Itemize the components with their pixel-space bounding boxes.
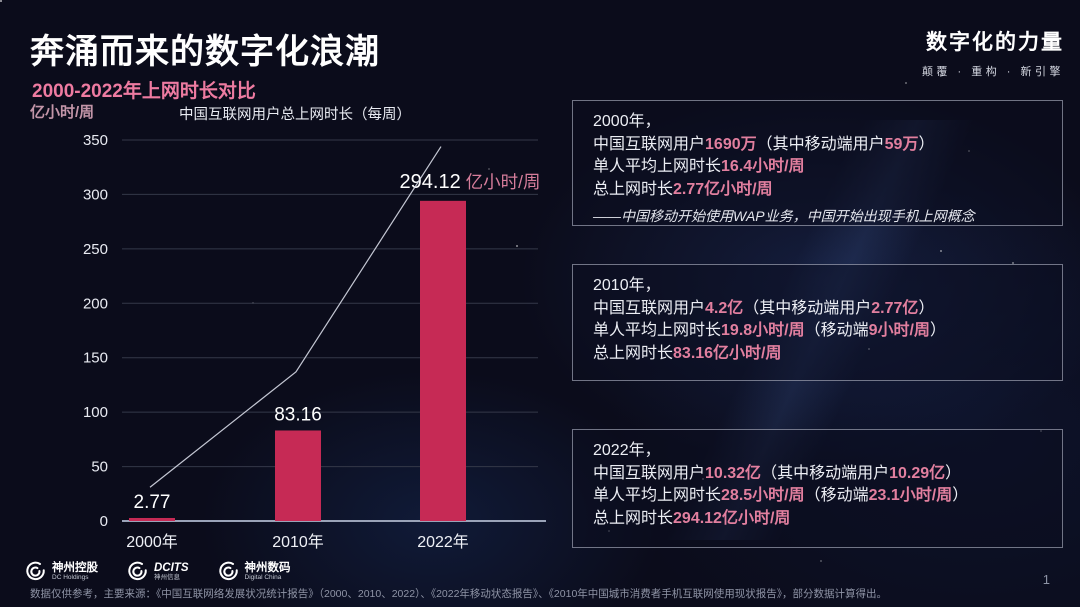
logo-name: 神州数码	[244, 561, 291, 574]
y-tick-label: 250	[83, 241, 108, 258]
info-panel-2010: 2010年， 中国互联网用户4.2亿（其中移动端用户2.77亿） 单人平均上网时长1…	[572, 264, 1063, 381]
brand-name: 数字化的力量	[926, 31, 1064, 54]
logo-神州控股: 神州控股 DC Holdings	[24, 560, 98, 583]
logo-subtitle: Digital China	[244, 573, 282, 581]
bar-chart: 亿小时/周 中国互联网用户总上网时长（每周） 0 50 100 150 200 250 300 3…	[0, 95, 560, 575]
bar-chart-svg: 亿小时/周 中国互联网用户总上网时长（每周） 0 50 100 150 200 250 300 3…	[30, 103, 546, 551]
panel-text: ）	[918, 299, 935, 317]
highlight-value: 10.32亿	[705, 464, 762, 482]
info-panel-2000: 2000年， 中国互联网用户1690万（其中移动端用户59万） 单人平均上网时长16…	[572, 100, 1063, 226]
panel-text: 总上网时长	[593, 509, 674, 527]
highlight-value: 59万	[884, 135, 919, 153]
highlight-value: 10.29亿	[889, 464, 946, 482]
panel-line: 单人平均上网时长16.4小时/周	[593, 156, 1042, 179]
x-tick-label: 2022年	[417, 533, 469, 551]
panel-text: （其中移动端用户	[761, 464, 890, 482]
brand-tagline: 颠覆 · 重构 · 新引擎	[921, 66, 1064, 78]
panel-line: 2000年，	[593, 111, 1042, 134]
bar-2000年	[129, 517, 175, 521]
info-panel-2022: 2022年， 中国互联网用户10.32亿（其中移动端用户10.29亿） 单人平均上网…	[572, 429, 1063, 548]
panel-text: 总上网时长	[593, 344, 674, 362]
panel-text: 单人平均上网时长	[593, 158, 722, 175]
highlight-value: 28.5小时/周	[721, 487, 805, 504]
panel-text: （其中移动端用户	[756, 135, 885, 153]
panel-text: 2000年，	[593, 113, 661, 130]
panel-text: ）	[929, 322, 946, 339]
bar-2022年	[420, 200, 466, 521]
bar-value-label: 294.12 亿小时/周	[400, 171, 541, 193]
panel-text: 2010年，	[593, 277, 661, 294]
panel-text: 2022年，	[593, 442, 661, 459]
y-tick-label: 50	[91, 459, 108, 476]
logo-text: DCITS 神州信息	[154, 562, 189, 582]
page-number: 1	[1042, 572, 1050, 587]
y-tick-label: 150	[83, 350, 108, 367]
panel-text: 中国互联网用户	[593, 135, 706, 153]
logo-text: 神州数码 Digital China	[245, 562, 291, 582]
logo-name: 神州控股	[52, 561, 98, 574]
galaxy-swirl-icon	[26, 561, 45, 581]
panel-text: 总上网时长	[593, 180, 674, 198]
panel-line: 2010年，	[593, 275, 1042, 298]
highlight-value: 294.12亿小时/周	[673, 509, 791, 527]
highlight-value: 83.16亿小时/周	[673, 344, 782, 362]
stars-decoration	[0, 0, 2, 2]
panel-line: 总上网时长2.77亿小时/周	[593, 179, 1042, 202]
footer-logos: 神州控股 DC Holdings DCITS 神州信息 神州数码 Digital Chin…	[24, 560, 291, 583]
galaxy-swirl-icon	[218, 561, 238, 581]
logo-name: DCITS	[154, 561, 189, 574]
bar-value-label: 2.77	[134, 492, 171, 513]
chart-title: 中国互联网用户总上网时长（每周）	[179, 106, 411, 123]
panel-text: 中国互联网用户	[593, 464, 706, 482]
bar-value-label: 83.16	[274, 404, 322, 425]
panel-line: 单人平均上网时长19.8小时/周（移动端9小时/周）	[593, 320, 1042, 343]
highlight-value: 16.4小时/周	[721, 158, 805, 175]
panel-line: 中国互联网用户1690万（其中移动端用户59万）	[593, 134, 1042, 157]
panel-line: 2022年，	[593, 440, 1042, 463]
trend-line	[149, 146, 442, 488]
y-tick-label: 300	[83, 186, 108, 203]
highlight-value: 2.77亿	[871, 299, 919, 317]
panel-line: 总上网时长83.16亿小时/周	[593, 343, 1042, 366]
panel-text: ）	[918, 135, 935, 153]
panel-text: （移动端	[804, 322, 869, 339]
brand-block: 数字化的力量 颠覆 · 重构 · 新引擎	[922, 26, 1064, 79]
panel-line: 中国互联网用户10.32亿（其中移动端用户10.29亿）	[593, 463, 1042, 486]
y-tick-label: 350	[83, 132, 108, 149]
y-tick-label: 100	[83, 404, 108, 421]
panel-text: 中国互联网用户	[593, 299, 706, 317]
panel-footnote: ——中国移动开始使用WAP业务，中国开始出现手机上网概念	[593, 208, 975, 224]
highlight-value: 19.8小时/周	[721, 322, 805, 339]
panel-line: 总上网时长294.12亿小时/周	[593, 508, 1042, 531]
logo-神州数码: 神州数码 Digital China	[217, 560, 291, 583]
logo-subtitle: 神州信息	[154, 573, 180, 581]
panel-text: 单人平均上网时长	[593, 322, 722, 339]
page-subtitle: 2000-2022年上网时长对比	[32, 81, 256, 102]
x-tick-label: 2010年	[272, 533, 324, 551]
panel-text: （移动端	[804, 487, 869, 504]
page-title: 奔涌而来的数字化浪潮	[30, 33, 380, 71]
panel-line: 单人平均上网时长28.5小时/周（移动端23.1小时/周）	[593, 485, 1042, 508]
y-tick-label: 200	[83, 295, 108, 312]
y-tick-label: 0	[100, 513, 108, 530]
panel-text: ）	[952, 487, 969, 504]
panel-text: 单人平均上网时长	[593, 487, 722, 504]
panel-text: （其中移动端用户	[743, 299, 872, 317]
highlight-value: 9小时/周	[868, 322, 930, 339]
y-axis-unit-label: 亿小时/周	[30, 103, 94, 121]
data-source-note: 数据仅供参考，主要来源：《中国互联网络发展状况统计报告》（2000、2010、2…	[30, 588, 888, 600]
highlight-value: 23.1小时/周	[868, 487, 953, 504]
panel-text: ）	[945, 464, 962, 482]
logo-subtitle: DC Holdings	[52, 573, 89, 581]
panel-line: 中国互联网用户4.2亿（其中移动端用户2.77亿）	[593, 298, 1042, 321]
highlight-value: 2.77亿小时/周	[673, 180, 773, 198]
logo-text: 神州控股 DC Holdings	[52, 562, 98, 582]
highlight-value: 4.2亿	[705, 299, 744, 317]
galaxy-swirl-icon	[128, 561, 147, 581]
x-tick-label: 2000年	[126, 533, 178, 551]
highlight-value: 1690万	[705, 135, 757, 153]
logo-DCITS: DCITS 神州信息	[126, 560, 189, 583]
bar-2010年	[275, 430, 321, 521]
